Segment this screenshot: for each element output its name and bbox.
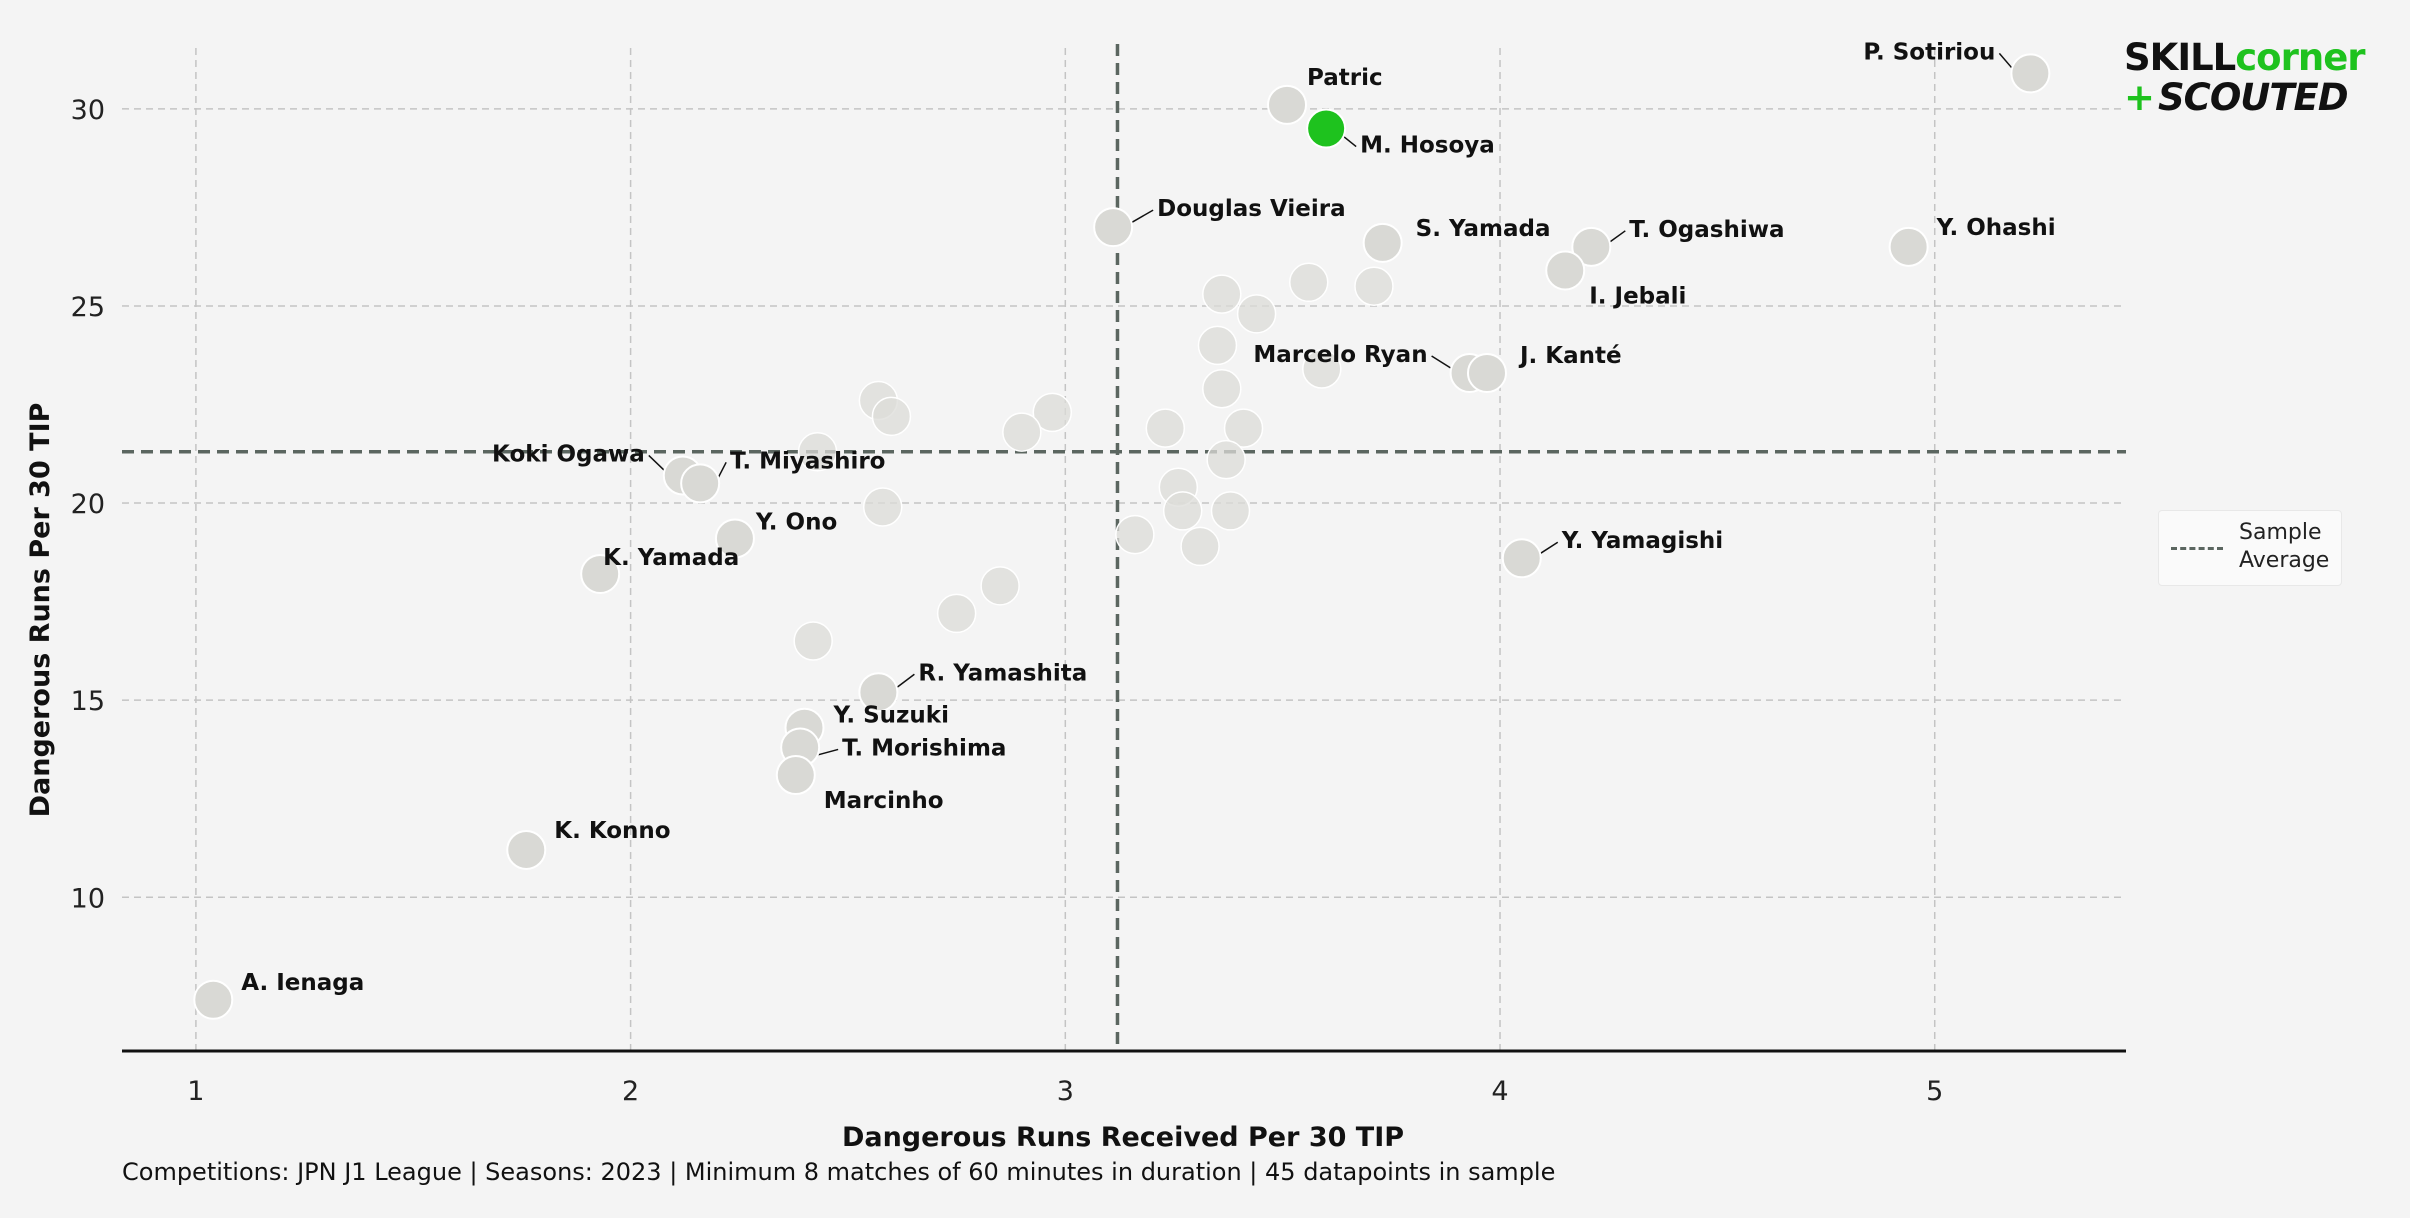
label-leader-line bbox=[648, 454, 667, 473]
data-point bbox=[858, 672, 899, 713]
point-label: T. Miyashiro bbox=[730, 448, 885, 474]
axes: 1 2 3 4 5 10 15 20 25 30 bbox=[71, 95, 2126, 1107]
y-tick-label: 10 bbox=[71, 883, 105, 914]
logo-corner-text: corner bbox=[2235, 36, 2365, 79]
data-point bbox=[1888, 226, 1929, 267]
data-point bbox=[775, 755, 816, 796]
data-point bbox=[193, 979, 234, 1020]
label-leader-line bbox=[1431, 355, 1453, 370]
data-point bbox=[1223, 408, 1264, 448]
logo-skill-text: SKILL bbox=[2124, 36, 2236, 79]
point-label: I. Jebali bbox=[1589, 283, 1686, 309]
data-point bbox=[1202, 368, 1242, 409]
legend-label: Sample Average bbox=[2239, 520, 2330, 573]
point-label: M. Hosoya bbox=[1360, 133, 1495, 159]
data-point bbox=[714, 518, 755, 559]
data-point bbox=[1197, 325, 1238, 366]
data-point bbox=[680, 463, 721, 504]
y-tick-label: 30 bbox=[71, 95, 105, 126]
point-label: Y. Ohashi bbox=[1936, 215, 2056, 241]
highlighted-data-point bbox=[1306, 108, 1347, 149]
label-leader-line bbox=[817, 748, 839, 756]
logo-wordmark-bottom: + SCOUTED bbox=[2124, 76, 2349, 119]
data-point bbox=[1210, 491, 1251, 531]
x-tick-label: 2 bbox=[622, 1076, 639, 1107]
data-point bbox=[1362, 222, 1403, 263]
data-point bbox=[871, 396, 912, 437]
data-point bbox=[793, 621, 833, 661]
label-leader-line bbox=[1998, 52, 2014, 71]
data-point bbox=[1206, 439, 1246, 480]
data-point bbox=[1145, 408, 1186, 448]
data-point bbox=[1236, 294, 1277, 334]
point-label: Douglas Vieira bbox=[1157, 196, 1345, 222]
x-tick-label: 4 bbox=[1491, 1076, 1508, 1107]
data-point bbox=[980, 566, 1020, 606]
data-point bbox=[1162, 491, 1203, 531]
point-label: T. Ogashiwa bbox=[1629, 217, 1784, 243]
logo-wordmark-top: SKILLcorner bbox=[2124, 36, 2366, 79]
logo-plus-text: + bbox=[2124, 76, 2155, 119]
point-label: Marcelo Ryan bbox=[1253, 342, 1427, 368]
data-point bbox=[1501, 538, 1542, 579]
footnote: Competitions: JPN J1 League | Seasons: 2… bbox=[122, 1158, 1556, 1186]
data-point bbox=[1289, 262, 1329, 303]
data-point bbox=[1571, 226, 1612, 267]
point-label: P. Sotiriou bbox=[1863, 39, 1995, 65]
data-point bbox=[2010, 53, 2051, 94]
data-point bbox=[1354, 266, 1394, 306]
data-point bbox=[797, 432, 838, 472]
point-label: K. Konno bbox=[554, 818, 670, 844]
y-tick-label: 20 bbox=[71, 489, 105, 520]
x-tick-label: 3 bbox=[1057, 1076, 1074, 1107]
y-axis-title: Dangerous Runs Per 30 TIP bbox=[25, 403, 56, 818]
point-label: Koki Ogawa bbox=[492, 441, 645, 467]
y-tick-label: 15 bbox=[71, 686, 105, 717]
point-label: A. Ienaga bbox=[241, 970, 364, 996]
point-label: Patric bbox=[1307, 65, 1383, 91]
data-point bbox=[1202, 274, 1242, 314]
y-tick-label: 25 bbox=[71, 292, 105, 323]
label-leader-line bbox=[1342, 135, 1357, 148]
legend-dash-line bbox=[2171, 547, 2223, 550]
label-leader-line bbox=[1607, 230, 1626, 244]
average-lines bbox=[122, 44, 2126, 1051]
label-leader-line bbox=[1538, 541, 1559, 556]
label-leader-line bbox=[1129, 209, 1154, 224]
data-point bbox=[1302, 349, 1342, 389]
data-point bbox=[1545, 250, 1586, 291]
logo-scouted-text: SCOUTED bbox=[2158, 76, 2349, 119]
point-label: Y. Suzuki bbox=[832, 703, 948, 729]
point-label: R. Yamashita bbox=[918, 660, 1087, 686]
point-label: Y. Ono bbox=[755, 510, 837, 536]
point-label: Marcinho bbox=[824, 788, 944, 814]
data-point bbox=[1093, 207, 1134, 248]
data-point bbox=[936, 593, 977, 634]
data-point bbox=[1002, 412, 1042, 452]
point-label: T. Morishima bbox=[842, 735, 1006, 761]
data-point bbox=[580, 554, 621, 595]
label-leader-lines bbox=[648, 52, 2014, 756]
skillcorner-scouted-logo: SKILLcorner + SCOUTED bbox=[2124, 36, 2366, 120]
grid-lines bbox=[122, 48, 2126, 1051]
x-tick-label: 5 bbox=[1926, 1076, 1943, 1107]
data-point bbox=[1032, 392, 1073, 433]
label-leader-line bbox=[895, 673, 915, 690]
x-tick-label: 1 bbox=[187, 1076, 204, 1107]
data-points bbox=[193, 53, 2051, 1020]
data-point bbox=[862, 487, 903, 527]
data-point bbox=[1115, 514, 1155, 555]
data-point bbox=[1466, 352, 1507, 393]
data-point bbox=[1267, 84, 1308, 125]
point-labels: P. Sotiriou Patric Douglas Vieira S. Yamada… bbox=[241, 39, 2055, 995]
x-axis-title: Dangerous Runs Received Per 30 TIP bbox=[842, 1122, 1404, 1153]
point-label: S. Yamada bbox=[1416, 216, 1551, 242]
point-label: J. Kanté bbox=[1518, 343, 1622, 369]
data-point bbox=[506, 829, 547, 870]
point-label: Y. Yamagishi bbox=[1561, 528, 1723, 554]
point-label: K. Yamada bbox=[603, 545, 739, 571]
legend: Sample Average bbox=[2158, 510, 2342, 586]
data-point bbox=[1180, 526, 1220, 567]
